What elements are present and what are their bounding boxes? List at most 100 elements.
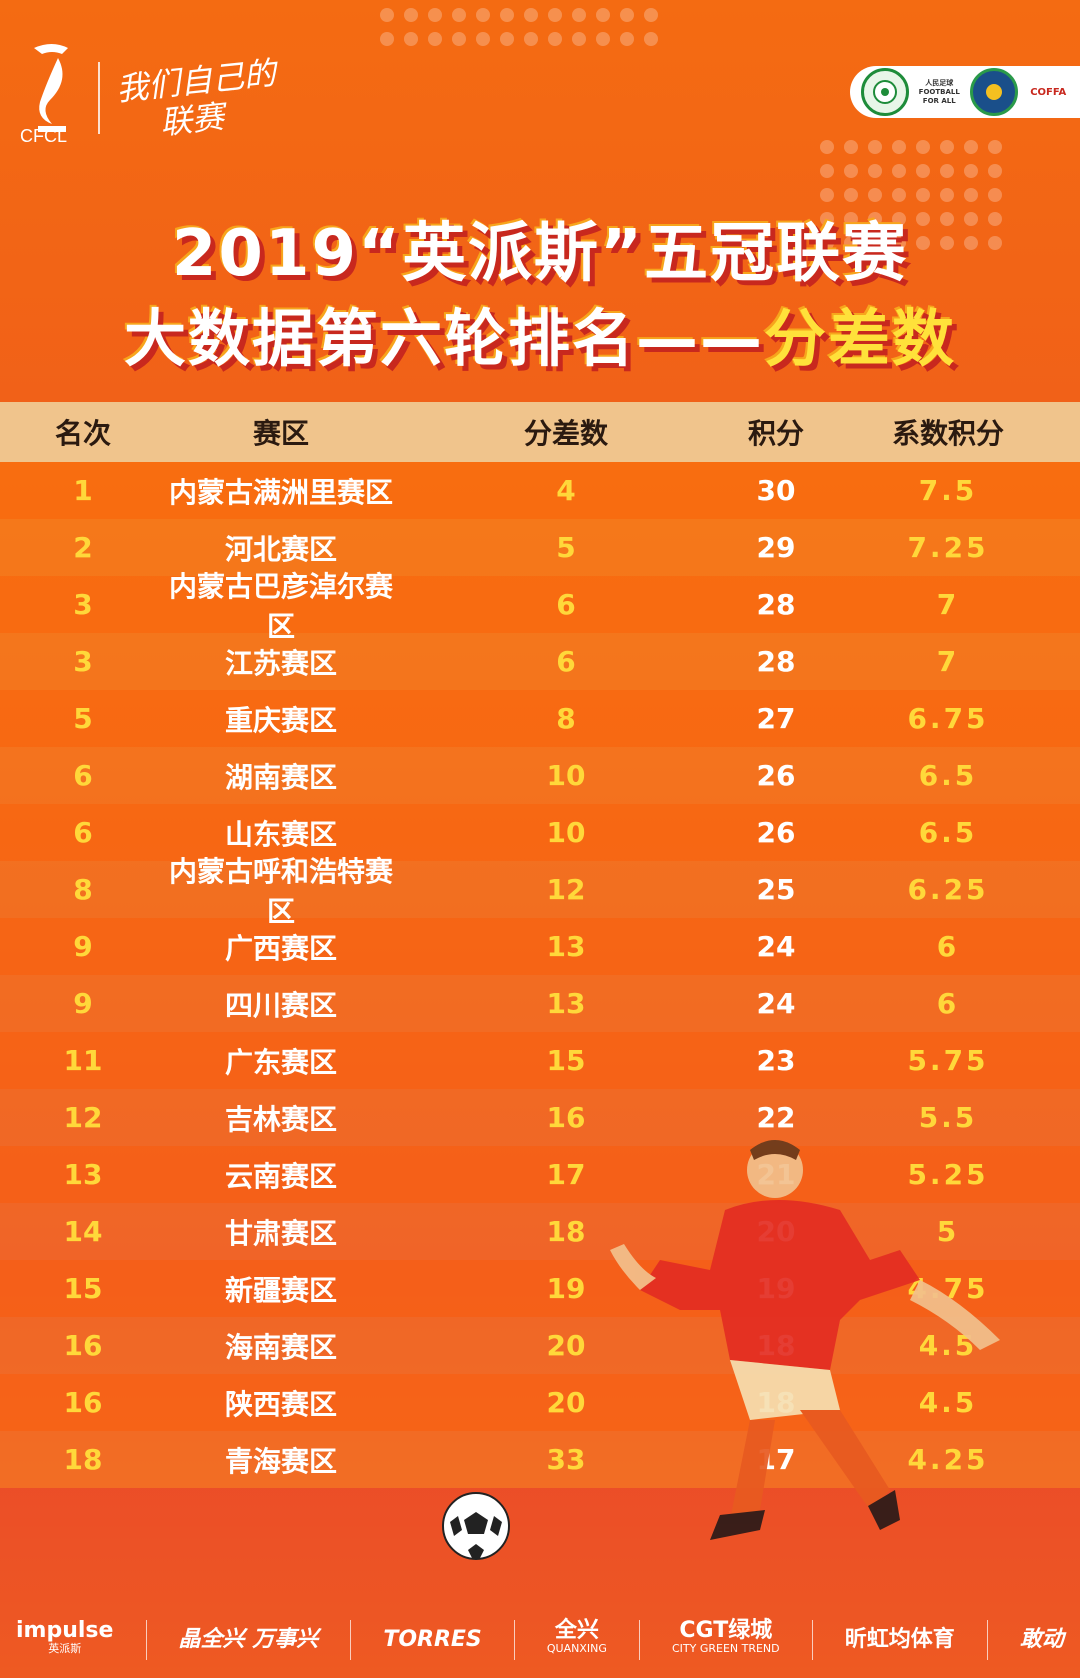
blue-green-seal-logo-icon [969, 68, 1018, 116]
table-row: 11 广东赛区 15 23 5.75 [0, 1032, 1080, 1089]
region-cell: 广东赛区 [224, 1045, 337, 1079]
table-row: 16 海南赛区 20 18 4.5 [0, 1317, 1080, 1374]
rank-cell: 12 [63, 1101, 103, 1134]
region-cell: 广西赛区 [224, 931, 337, 965]
points-cell: 22 [756, 1101, 796, 1134]
sponsor-divider [350, 1620, 352, 1660]
diff-cell: 10 [546, 759, 586, 792]
region-cell: 吉林赛区 [224, 1102, 337, 1136]
rank-cell: 14 [63, 1215, 103, 1248]
header-diff: 分差数 [523, 417, 608, 450]
sponsor-xinhong-name: 昕虹均体育 [844, 1627, 955, 1652]
points-cell: 29 [756, 531, 796, 564]
table-row: 6 湖南赛区 10 26 6.5 [0, 747, 1080, 804]
rank-cell: 16 [63, 1329, 103, 1362]
dot-pattern-top [380, 8, 658, 46]
rank-cell: 6 [73, 759, 93, 792]
sponsor-gandong-name: 敢动 [1019, 1627, 1064, 1652]
sponsor-divider [145, 1620, 147, 1660]
rank-cell: 18 [63, 1443, 103, 1476]
sponsor-gandong: 敢动 [1020, 1629, 1064, 1651]
coef-cell: 5.25 [907, 1158, 989, 1191]
region-cell: 青海赛区 [224, 1444, 337, 1478]
rank-cell: 9 [73, 987, 93, 1020]
coef-cell: 5.5 [918, 1101, 978, 1134]
diff-cell: 15 [546, 1044, 586, 1077]
points-cell: 28 [756, 645, 796, 678]
region-cell: 内蒙古呼和浩特赛区 [168, 854, 393, 928]
football-for-all-logo-icon: 人民足球 FOOTBALL FOR ALL [918, 78, 960, 105]
diff-cell: 19 [546, 1272, 586, 1305]
diff-cell: 4 [556, 474, 576, 507]
ranking-table: 名次 赛区 分差数 积分 系数积分 1 内蒙古满洲里赛区 4 30 7.5 2 河北赛区 5 2… [0, 402, 1080, 1488]
points-cell: 30 [756, 474, 796, 507]
coef-cell: 6.25 [907, 873, 989, 906]
points-cell: 27 [756, 702, 796, 735]
coef-cell: 7.25 [907, 531, 989, 564]
header-rank: 名次 [54, 417, 111, 450]
table-row: 16 陕西赛区 20 18 4.5 [0, 1374, 1080, 1431]
coef-cell: 7.5 [918, 474, 978, 507]
table-row: 15 新疆赛区 19 19 4.75 [0, 1260, 1080, 1317]
table-row: 8 内蒙古呼和浩特赛区 12 25 6.25 [0, 855, 1080, 928]
region-cell: 四川赛区 [224, 988, 337, 1022]
table-body: 1 内蒙古满洲里赛区 4 30 7.5 2 河北赛区 5 29 7.25 3 内蒙古巴彦淖尔赛区 6 28… [0, 462, 1080, 1488]
rank-cell: 13 [63, 1158, 103, 1191]
sponsor-cgt: CGT绿城 CITY GREEN TREND [672, 1620, 780, 1658]
coef-cell: 7 [936, 645, 960, 678]
points-cell: 24 [756, 987, 796, 1020]
sponsor-torres: TORRES [383, 1629, 481, 1651]
points-cell: 24 [756, 930, 796, 963]
region-cell: 湖南赛区 [224, 760, 337, 794]
table-header-row: 名次 赛区 分差数 积分 系数积分 [0, 402, 1080, 462]
table-row: 3 江苏赛区 6 28 7 [0, 633, 1080, 690]
table-row: 3 内蒙古巴彦淖尔赛区 6 28 7 [0, 570, 1080, 643]
coffa-logo-icon: COFFA [1030, 86, 1067, 98]
rank-cell: 2 [73, 531, 93, 564]
sponsor-xinhong: 昕虹均体育 [845, 1629, 955, 1651]
table-row: 5 重庆赛区 8 27 6.75 [0, 690, 1080, 747]
rank-cell: 11 [63, 1044, 103, 1077]
region-cell: 江苏赛区 [224, 646, 337, 680]
table-row: 12 吉林赛区 16 22 5.5 [0, 1089, 1080, 1146]
sponsor-jingquanxing-name: 晶全兴 万事兴 [178, 1627, 319, 1652]
sponsor-impulse-name: impulse [16, 1618, 114, 1643]
rank-cell: 3 [73, 645, 93, 678]
table-row: 9 广西赛区 13 24 6 [0, 918, 1080, 975]
rank-cell: 8 [73, 873, 93, 906]
coef-cell: 6 [936, 987, 960, 1020]
rank-cell: 1 [73, 474, 93, 507]
region-cell: 新疆赛区 [224, 1273, 337, 1307]
points-cell: 25 [756, 873, 796, 906]
diff-cell: 13 [546, 987, 586, 1020]
green-football-logo-icon [860, 68, 909, 116]
diff-cell: 17 [546, 1158, 586, 1191]
diff-cell: 16 [546, 1101, 586, 1134]
coef-cell: 4.5 [918, 1386, 978, 1419]
diff-cell: 33 [546, 1443, 586, 1476]
sponsor-cgt-name: CGT绿城 [679, 1618, 773, 1643]
region-cell: 内蒙古满洲里赛区 [168, 475, 393, 509]
points-cell: 26 [756, 759, 796, 792]
points-cell: 20 [756, 1215, 796, 1248]
rank-cell: 3 [73, 588, 93, 621]
table-row: 9 四川赛区 13 24 6 [0, 975, 1080, 1032]
points-cell: 26 [756, 816, 796, 849]
sponsor-impulse: impulse 英派斯 [16, 1620, 113, 1658]
rank-cell: 9 [73, 930, 93, 963]
coef-cell: 6.5 [918, 816, 978, 849]
page-title-line1: 2019“英派斯”五冠联赛 [171, 217, 909, 291]
sponsor-quanxing: 全兴 QUANXING [547, 1620, 607, 1658]
sponsor-divider [811, 1620, 813, 1660]
sponsor-divider [638, 1620, 640, 1660]
rank-cell: 15 [63, 1272, 103, 1305]
sponsor-impulse-sub: 英派斯 [48, 1642, 82, 1655]
table-row: 1 内蒙古满洲里赛区 4 30 7.5 [0, 462, 1080, 519]
points-cell: 18 [756, 1329, 796, 1362]
diff-cell: 10 [546, 816, 586, 849]
diff-cell: 20 [546, 1329, 586, 1362]
header-region: 赛区 [252, 417, 309, 450]
title-line2-main: 大数据第六轮排名—— [123, 302, 764, 375]
diff-cell: 13 [546, 930, 586, 963]
cfcl-trophy-icon [34, 44, 68, 132]
